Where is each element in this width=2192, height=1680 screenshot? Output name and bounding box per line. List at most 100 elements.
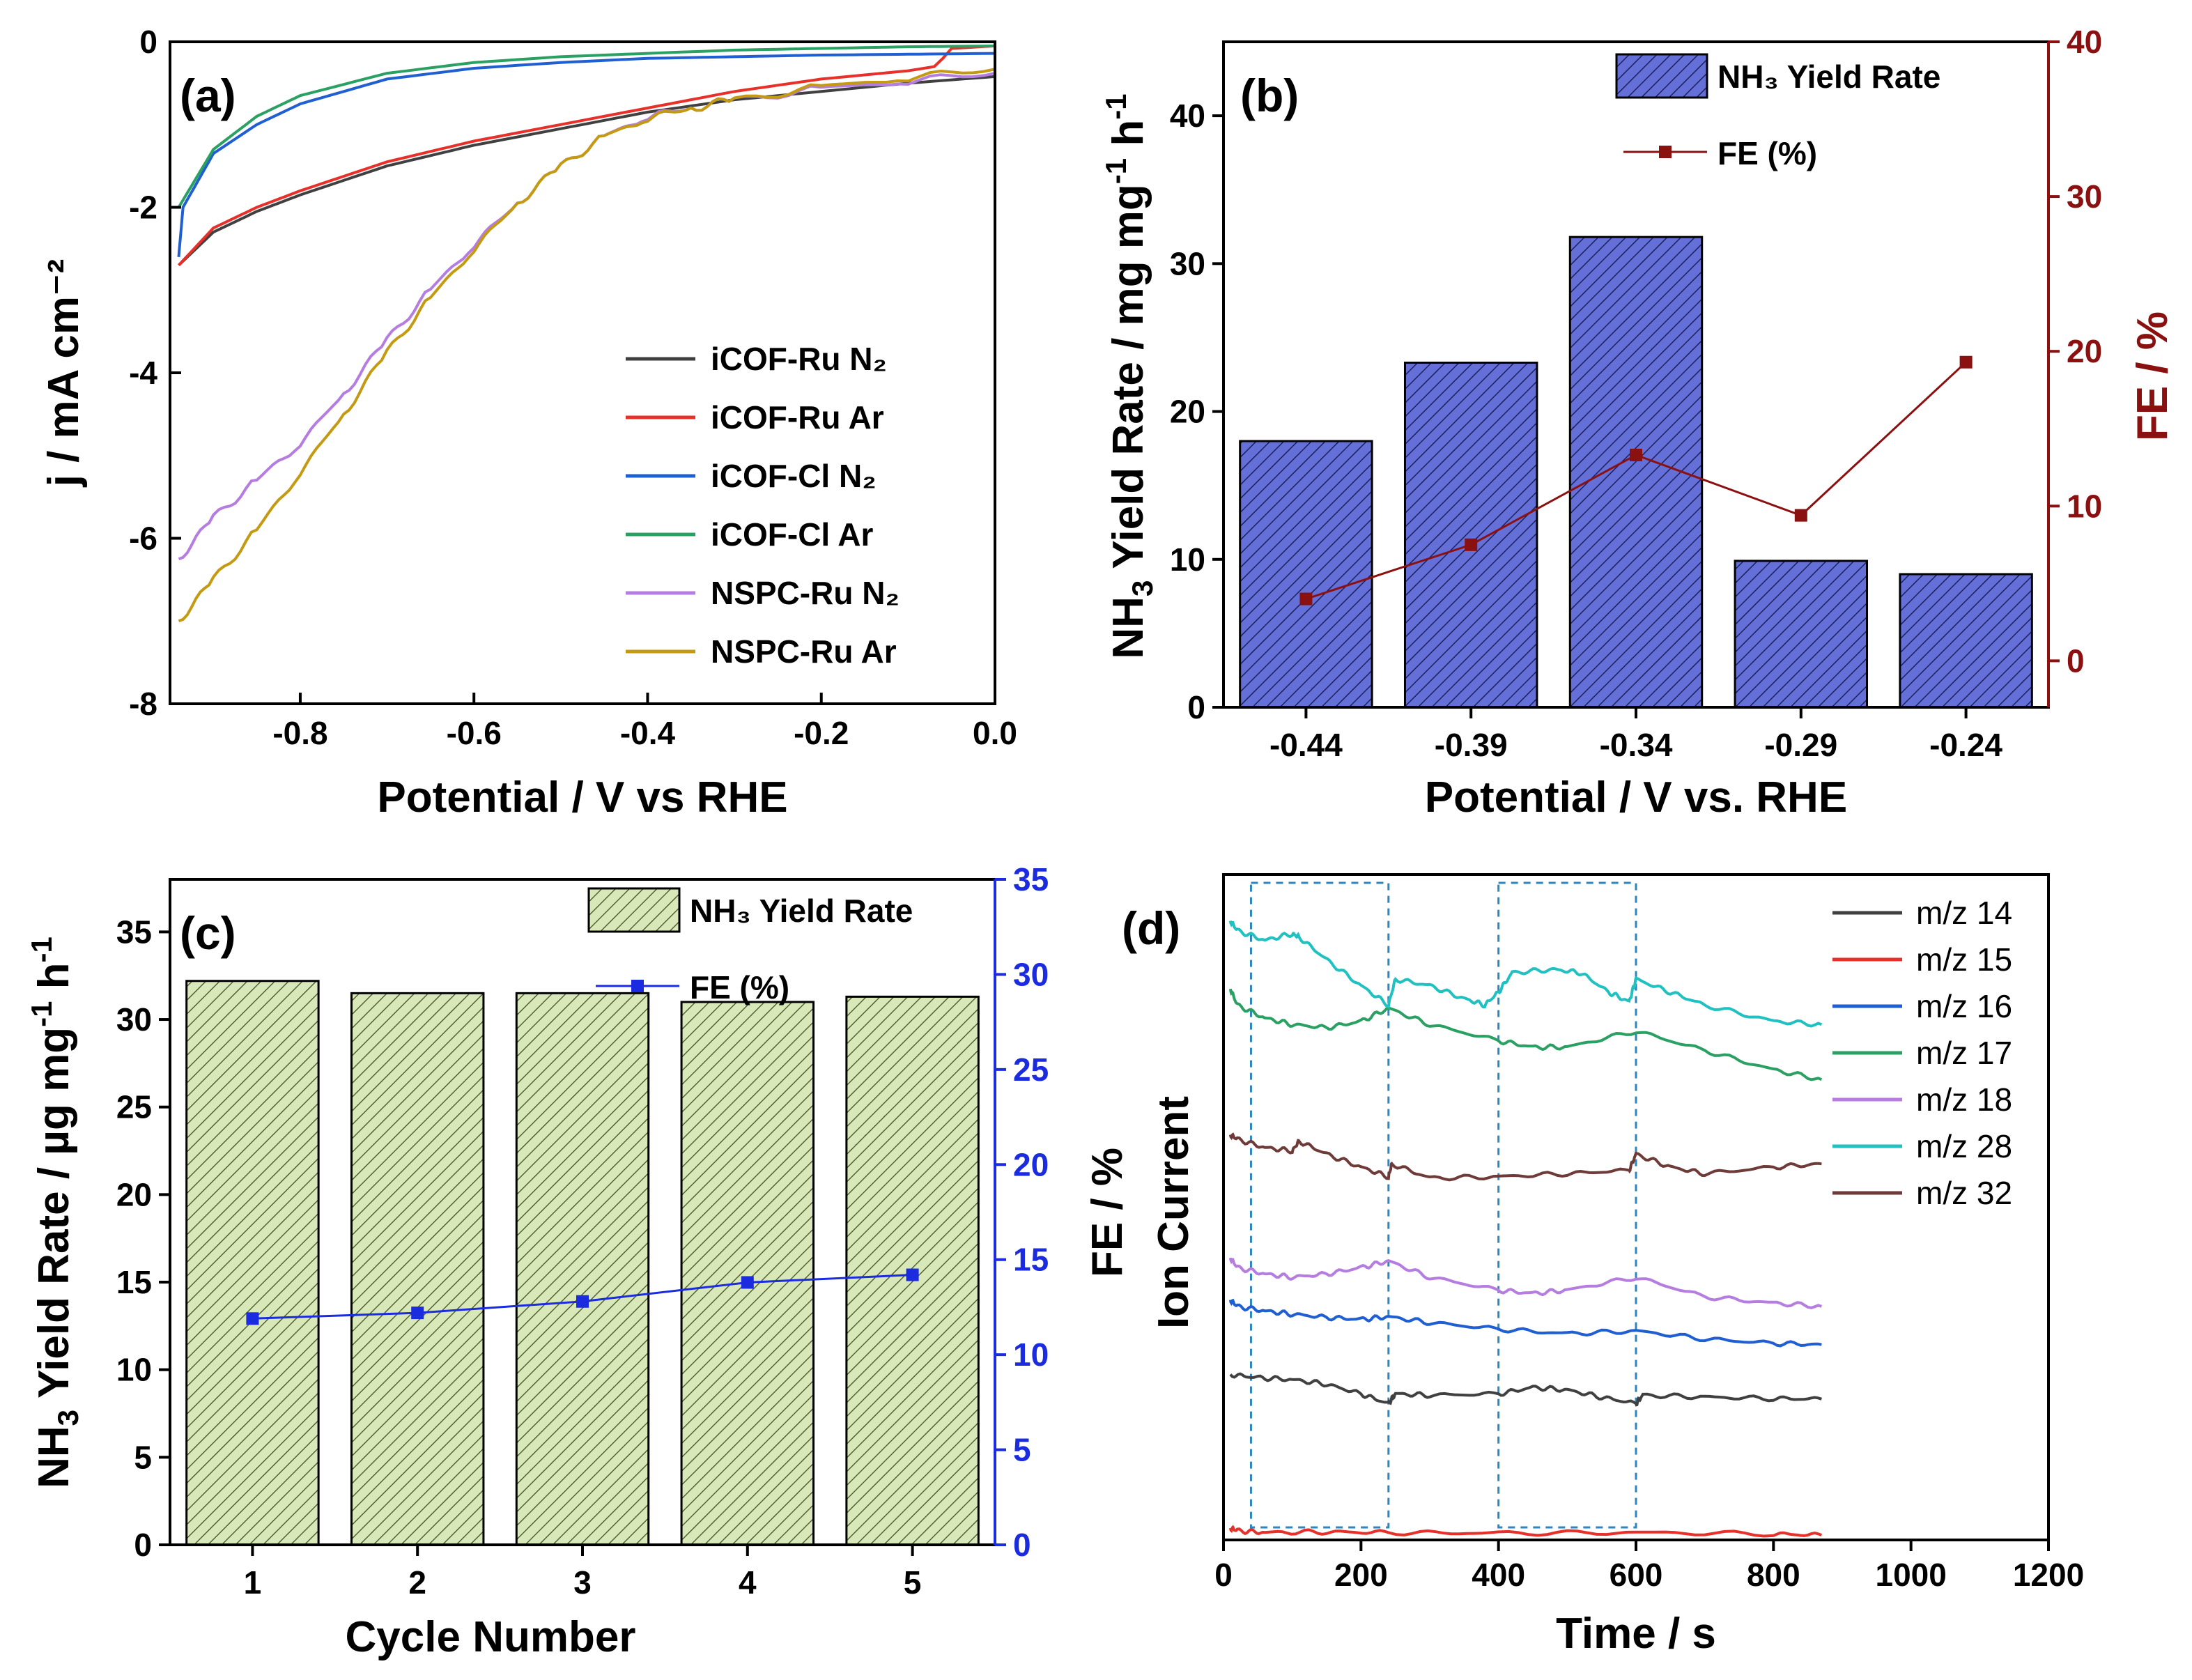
- panel-a-ytick-label: -4: [129, 355, 157, 391]
- panel-a-xtick-label: -0.4: [620, 715, 676, 751]
- panel-a-series-line-3: [177, 44, 995, 208]
- panel-a-xtick-label: -0.6: [447, 715, 502, 751]
- panel-d-legend-label: m/z 16: [1916, 988, 2012, 1024]
- panel-c-legend-line-marker: [631, 980, 644, 992]
- panel-a-ticks: -0.8 -0.6 -0.4 -0.2 0.0 0 -2 -4 -6 -8: [129, 24, 1017, 751]
- panel-a-legend-label: NSPC-Ru N₂: [711, 575, 900, 611]
- panel-c-y2label: FE / %: [1083, 1148, 1132, 1277]
- panel-a-legend-label: iCOF-Ru N₂: [711, 341, 887, 377]
- panel-d-legend-label: m/z 15: [1916, 941, 2012, 978]
- panel-a-ytick-label: -8: [129, 686, 157, 722]
- panel-c-ticks: 1 2 3 4 5 0 5 10 15 20 25 30 35 0 5 10 15 20 25 30 35: [116, 861, 1049, 1601]
- panel-d-series-line-3: [1228, 988, 1823, 1081]
- panel-b-ylabel-sup2: -1: [1099, 93, 1132, 119]
- panel-b-bar: [1734, 560, 1869, 709]
- panel-c-y2tick-label: 15: [1013, 1242, 1049, 1278]
- panel-d-xtick-label: 1000: [1875, 1557, 1946, 1593]
- panel-c-legend-line-label: FE (%): [690, 969, 789, 1005]
- panel-b-ytick-label: 20: [1170, 394, 1205, 430]
- panel-c-bar: [515, 992, 650, 1546]
- panel-b-ytick-label: 0: [1187, 689, 1205, 725]
- panel-c-ytick-label: 0: [134, 1527, 152, 1563]
- panel-c-ylabel-sub: 3: [52, 1410, 84, 1426]
- panel-b-ticks: -0.44 -0.39 -0.34 -0.29 -0.24 0 10 20 30 40 0 10 20 3…: [1170, 24, 2102, 763]
- panel-c-fe-marker: [576, 1295, 589, 1308]
- panel-b-xtick-label: -0.34: [1600, 727, 1673, 763]
- panel-b-fe-marker: [1299, 592, 1313, 606]
- panel-c-ytick-label: 25: [116, 1089, 152, 1125]
- panel-c-ylabel-rest: Yield Rate / µg mg: [30, 1027, 78, 1410]
- panel-c-ylabel-sup2: -1: [25, 937, 58, 962]
- panel-c-xlabel: Cycle Number: [346, 1613, 636, 1661]
- panel-d-highlight-window: [1497, 881, 1637, 1529]
- panel-b-bars: [1239, 236, 2033, 709]
- panel-d-legend-label: m/z 18: [1916, 1081, 2012, 1118]
- panel-d-xtick-label: 800: [1747, 1557, 1800, 1593]
- panel-c-y2tick-label: 5: [1013, 1432, 1031, 1468]
- panel-b-fe-line: [1299, 355, 1973, 606]
- panel-c-ytick-label: 5: [134, 1439, 152, 1475]
- panel-a-legend-label: iCOF-Cl N₂: [711, 458, 877, 494]
- panel-d-label: (d): [1122, 902, 1180, 954]
- panel-d-legend: m/z 14 m/z 15 m/z 16 m/z 17 m/z 18 m/z 28 m/z …: [1832, 895, 2012, 1211]
- panel-d-series-line-5: [1228, 920, 1823, 1028]
- panel-a-series-line-0: [178, 75, 995, 267]
- panel-c-fe-marker: [741, 1276, 754, 1289]
- panel-a-xlabel: Potential / V vs RHE: [377, 773, 787, 822]
- panel-b-legend-bar-label: NH₃ Yield Rate: [1718, 59, 1940, 95]
- panel-d-xtick-label: 0: [1214, 1557, 1233, 1593]
- panel-c-y2tick-label: 35: [1013, 861, 1049, 897]
- panel-d-series-line-0: [1229, 1372, 1822, 1407]
- panel-b-ylabel-main: NH: [1104, 596, 1152, 659]
- panel-d-xtick-label: 1200: [2013, 1557, 2084, 1593]
- panel-d-series-line-2: [1228, 1298, 1822, 1348]
- panel-b-legend-bar-swatch: [1615, 53, 1708, 99]
- panel-b-y2label: FE / %: [2129, 311, 2177, 441]
- panel-d-legend-label: m/z 28: [1916, 1128, 2012, 1164]
- panel-a-xtick-label: -0.8: [272, 715, 327, 751]
- panel-c-legend-bar-label: NH₃ Yield Rate: [690, 893, 913, 929]
- panel-a-series-line-2: [177, 52, 995, 257]
- panel-c-legend-bar-swatch: [587, 887, 681, 933]
- panel-c-ylabel-main: NH: [30, 1426, 78, 1488]
- panel-d-highlight-window: [1249, 881, 1390, 1529]
- panel-c-ytick-label: 30: [116, 1001, 152, 1038]
- panel-a-label: (a): [180, 70, 236, 121]
- panel-a-series-line-1: [178, 44, 995, 266]
- panel-c-bar: [185, 980, 320, 1546]
- panel-c-xtick-label: 2: [408, 1564, 426, 1601]
- panel-c-y2tick-label: 25: [1013, 1051, 1049, 1088]
- panel-a-ytick-label: 0: [139, 24, 157, 60]
- panel-d-series-line-6: [1228, 1132, 1822, 1182]
- panel-b-ylabel-rest: Yield Rate / mg mg: [1104, 184, 1152, 580]
- panel-b-fe-marker: [1465, 538, 1478, 551]
- panel-c-bar: [680, 1001, 815, 1546]
- panel-b-xlabel: Potential / V vs. RHE: [1425, 773, 1847, 822]
- panel-c-fe-marker: [246, 1312, 259, 1325]
- panel-a-ylabel: j / mA cm⁻²: [40, 259, 88, 488]
- panel-c-xtick-label: 1: [244, 1564, 262, 1601]
- panel-b-y2tick-label: 20: [2067, 333, 2102, 369]
- panel-b-ylabel: NH3 Yield Rate / mg mg-1 h-1: [1099, 93, 1159, 658]
- panel-d-series-line-1: [1228, 1525, 1823, 1538]
- panel-d-xtick-label: 400: [1472, 1557, 1525, 1593]
- panel-d-legend-label: m/z 17: [1916, 1035, 2012, 1071]
- panel-c-label: (c): [180, 907, 236, 959]
- panel-c-ylabel: NH3 Yield Rate / µg mg-1 h-1: [25, 937, 84, 1488]
- panel-b-xtick-label: -0.44: [1269, 727, 1343, 763]
- panel-b-ylabel-sup1: -1: [1099, 158, 1132, 184]
- panel-b-ytick-label: 30: [1170, 245, 1205, 282]
- panel-b-ylabel-h: h: [1104, 120, 1152, 158]
- panel-d-ylabel: Ion Current: [1150, 1096, 1198, 1329]
- panel-c-ylabel-h: h: [30, 962, 78, 1001]
- panel-c-bars: [185, 980, 980, 1546]
- panel-a-ytick-label: -2: [129, 190, 157, 226]
- panel-d-ticks: 0 200 400 600 800 1000 1200: [1214, 1540, 2084, 1593]
- panel-a-legend-label: iCOF-Ru Ar: [711, 399, 884, 436]
- panel-b-label: (b): [1240, 70, 1299, 121]
- panel-a: -0.8 -0.6 -0.4 -0.2 0.0 0 -2 -4 -6 -8 (a) Potenti…: [40, 24, 1017, 822]
- panel-b-bar: [1899, 573, 2033, 709]
- panel-b-y2tick-label: 10: [2067, 488, 2102, 524]
- panel-a-legend-label: iCOF-Cl Ar: [711, 516, 873, 553]
